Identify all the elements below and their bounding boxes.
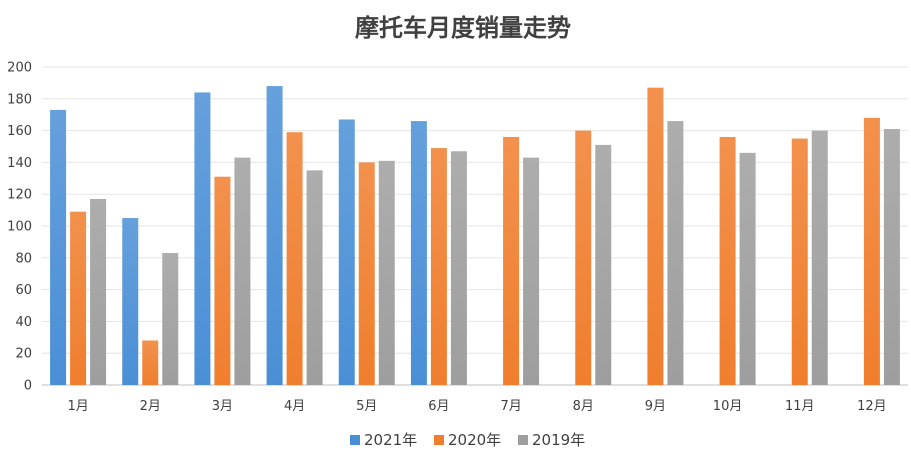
x-tick-label: 8月 [573, 399, 594, 414]
x-tick-label: 2月 [140, 399, 161, 414]
y-tick-label: 180 [7, 92, 32, 107]
bar-2019年-11月 [811, 130, 828, 385]
bar-2019年-3月 [234, 157, 251, 385]
legend-label: 2021年 [364, 431, 417, 449]
x-tick-label: 6月 [428, 399, 449, 414]
y-tick-label: 40 [15, 315, 32, 330]
bar-2020年-8月 [575, 130, 592, 385]
bar-2020年-6月 [430, 148, 447, 385]
bar-2020年-11月 [791, 138, 808, 385]
x-tick-label: 4月 [284, 399, 305, 414]
chart-title: 摩托车月度销量走势 [355, 14, 571, 42]
bar-2020年-5月 [358, 162, 375, 385]
bar-2020年-9月 [647, 87, 664, 386]
x-tick-label: 11月 [785, 399, 815, 414]
bar-2019年-1月 [90, 198, 107, 385]
bar-2020年-7月 [503, 136, 520, 385]
y-tick-label: 200 [7, 61, 32, 76]
x-axis-ticks: 1月 2月 3月 4月 5月 6月 7月 8月 9月 10月 11月 12月 [67, 399, 886, 414]
legend-swatch [350, 435, 360, 445]
x-tick-label: 9月 [645, 399, 666, 414]
legend-label: 2020年 [448, 431, 501, 449]
bar-2019年-10月 [739, 152, 756, 385]
bar-2021年-5月 [338, 119, 355, 385]
y-tick-label: 160 [7, 124, 32, 139]
y-tick-label: 140 [7, 156, 32, 171]
legend-swatch [518, 435, 528, 445]
bars [50, 86, 900, 386]
bar-2021年-4月 [266, 86, 283, 385]
bar-2020年-2月 [142, 340, 159, 385]
y-tick-label: 100 [7, 220, 32, 235]
bar-2020年-10月 [719, 136, 736, 385]
bar-2019年-6月 [450, 151, 467, 385]
bar-2020年-12月 [863, 117, 880, 385]
bar-2021年-2月 [122, 218, 139, 385]
legend-item: 2019年 [518, 431, 585, 449]
y-tick-label: 80 [15, 251, 32, 266]
bar-2021年-1月 [50, 109, 67, 386]
x-tick-label: 12月 [857, 399, 887, 414]
y-tick-label: 120 [7, 188, 32, 203]
bar-2019年-12月 [883, 129, 900, 385]
legend-label: 2019年 [532, 431, 585, 449]
legend-item: 2021年 [350, 431, 417, 449]
bar-2021年-3月 [194, 92, 211, 385]
y-axis-ticks: 0 20 40 60 80 100 120 140 160 180 200 [7, 61, 32, 394]
x-tick-label: 5月 [356, 399, 377, 414]
bar-2019年-2月 [162, 253, 179, 385]
legend: 2021年 2020年 2019年 [350, 431, 585, 449]
x-tick-label: 3月 [212, 399, 233, 414]
legend-swatch [434, 435, 444, 445]
bar-2019年-8月 [595, 144, 612, 385]
x-tick-label: 1月 [67, 399, 88, 414]
x-tick-label: 7月 [500, 399, 521, 414]
legend-item: 2020年 [434, 431, 501, 449]
bar-2020年-3月 [214, 176, 231, 385]
y-tick-label: 20 [15, 347, 32, 362]
x-tick-label: 10月 [713, 399, 743, 414]
grid-lines [42, 66, 908, 386]
bar-2019年-9月 [667, 121, 684, 385]
bar-2019年-4月 [306, 170, 323, 385]
bar-2020年-1月 [70, 211, 87, 385]
bar-2019年-7月 [523, 157, 540, 385]
y-tick-label: 0 [24, 379, 32, 394]
bar-2021年-6月 [410, 121, 427, 385]
y-tick-label: 60 [15, 283, 32, 298]
bar-2019年-5月 [378, 160, 395, 385]
bar-2020年-4月 [286, 132, 303, 385]
